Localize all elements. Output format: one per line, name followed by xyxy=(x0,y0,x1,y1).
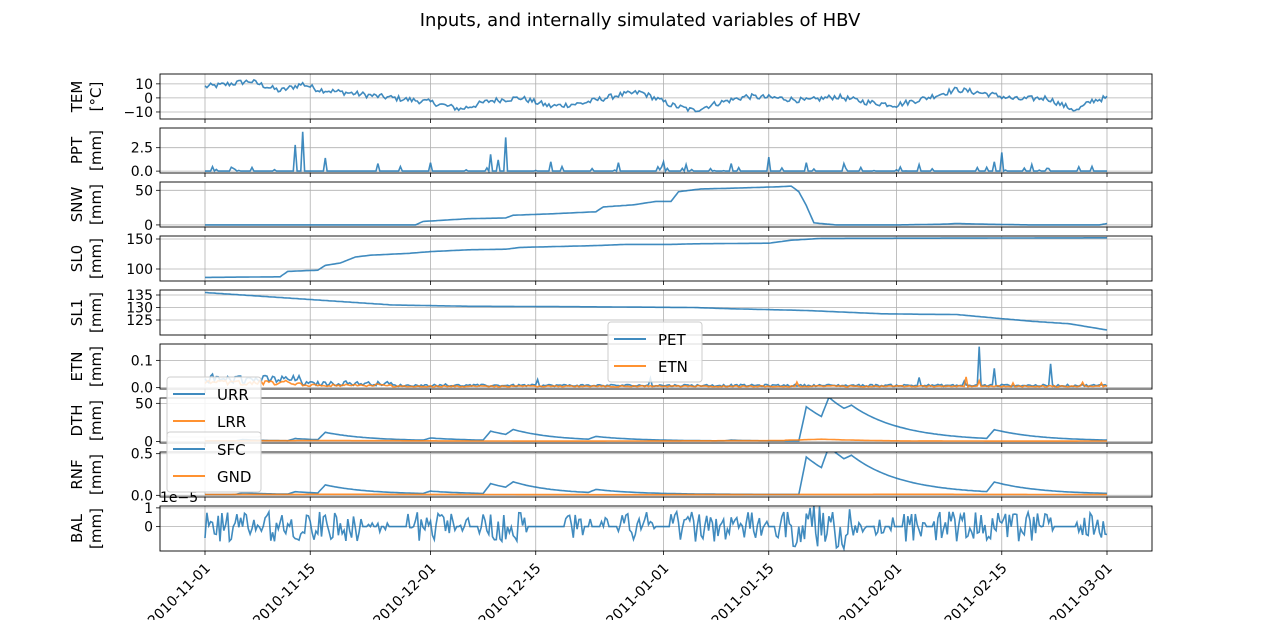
legend-label-sfc: SFC xyxy=(217,441,246,459)
yunit-etn: [mm] xyxy=(87,346,105,387)
series-sfc-line xyxy=(205,452,1108,496)
ylabel-bal: BAL xyxy=(68,513,86,543)
ytick-label-bal-1: 0 xyxy=(144,520,153,536)
yunit-tem: [°C] xyxy=(87,82,105,112)
ylabel-sl1: SL1 xyxy=(68,299,86,326)
ytick-label-tem-0: 10 xyxy=(135,77,153,93)
yunit-bal: [mm] xyxy=(87,508,105,549)
ytick-label-sl0-1: 150 xyxy=(126,232,153,248)
legend-label-etn: ETN xyxy=(658,358,688,376)
panel-rnf: 0.0 0.5 RNF [mm] xyxy=(68,447,1153,504)
series-urr-line xyxy=(205,398,1107,442)
legend-etn: PET ETN xyxy=(607,321,703,383)
legend-label-gnd: GND xyxy=(217,468,251,486)
xtick-label-8: 2011-03-01 xyxy=(1047,561,1116,620)
xtick-label-4: 2011-01-01 xyxy=(603,561,672,620)
panel-frame-sl0 xyxy=(159,235,1153,282)
ytick-label-tem-1: 0 xyxy=(144,91,153,107)
panel-frame-snw xyxy=(159,181,1153,228)
ytick-label-rnf-1: 0.5 xyxy=(131,447,153,463)
xtick-label-3: 2010-12-15 xyxy=(476,561,545,620)
ytick-label-ppt-0: 0.0 xyxy=(131,164,153,180)
ytick-label-dth-1: 50 xyxy=(135,396,153,412)
series-sl0-line xyxy=(205,237,1107,279)
panel-ppt: 0.0 2.5 PPT [mm] xyxy=(68,127,1153,180)
panel-bal: 1 0 BAL [mm] 1e−5 xyxy=(68,490,1153,555)
legend-dth: URR LRR xyxy=(166,376,262,438)
ylabel-etn: ETN xyxy=(68,352,86,382)
panel-frame-bal xyxy=(159,505,1153,552)
panel-frame-dth xyxy=(159,397,1153,444)
ytick-label-sl1-1: 130 xyxy=(126,301,153,317)
ytick-label-sl0-0: 100 xyxy=(126,262,153,278)
series-bal-line xyxy=(204,506,1108,551)
ytick-label-tem-2: −10 xyxy=(123,105,153,121)
panel-frame-tem xyxy=(159,73,1153,120)
series-tem-line xyxy=(204,78,1108,113)
yunit-dth: [mm] xyxy=(87,400,105,441)
offset-text-bal: 1e−5 xyxy=(160,490,198,506)
ylabel-rnf: RNF xyxy=(68,459,86,489)
xtick-label-7: 2011-02-15 xyxy=(942,561,1011,620)
xtick-label-6: 2011-02-01 xyxy=(837,561,906,620)
ytick-label-snw-0: 0 xyxy=(144,218,153,234)
series-lrr-line xyxy=(205,438,1107,442)
panel-tem: 100−10 TEM [°C] xyxy=(68,73,1153,123)
ytick-label-etn-1: 0.1 xyxy=(131,353,153,369)
ylabel-dth: DTH xyxy=(68,405,86,437)
xtick-label-2: 2010-12-01 xyxy=(370,561,439,620)
legend-box-etn xyxy=(607,321,703,383)
ylabel-snw: SNW xyxy=(68,187,86,223)
ylabel-ppt: PPT xyxy=(68,136,86,164)
panel-snw: 0 50 SNW [mm] xyxy=(68,181,1153,234)
ytick-label-sl1-2: 135 xyxy=(126,288,153,304)
panel-frame-rnf xyxy=(159,451,1153,498)
ylabel-sl0: SL0 xyxy=(68,245,86,272)
legend-label-lrr: LRR xyxy=(217,413,246,431)
xtick-label-5: 2011-01-15 xyxy=(709,561,778,620)
ytick-label-sl1-0: 125 xyxy=(126,313,153,329)
ytick-label-bal-0: 1 xyxy=(144,501,153,517)
panel-frame-ppt xyxy=(159,127,1153,174)
yunit-sl1: [mm] xyxy=(87,292,105,333)
ytick-label-ppt-1: 2.5 xyxy=(131,141,153,157)
ytick-label-etn-0: 0.0 xyxy=(131,381,153,397)
series-sl1-line xyxy=(204,291,1108,331)
ytick-label-dth-0: 0 xyxy=(144,434,153,450)
series-etn-line xyxy=(204,376,1108,389)
panel-sl0: 100 150 SL0 [mm] xyxy=(68,232,1153,285)
xtick-label-0: 2010-11-01 xyxy=(145,561,214,620)
xtick-label-1: 2010-11-15 xyxy=(250,561,319,620)
legend-rnf: SFC GND xyxy=(166,431,262,493)
yunit-ppt: [mm] xyxy=(87,130,105,171)
legend-label-pet: PET xyxy=(658,331,687,349)
legend-label-urr: URR xyxy=(217,386,249,404)
series-snw-line xyxy=(205,185,1108,226)
yunit-sl0: [mm] xyxy=(87,238,105,279)
chart-title: Inputs, and internally simulated variabl… xyxy=(420,10,861,31)
series-ppt-line xyxy=(205,131,1107,173)
yunit-rnf: [mm] xyxy=(87,454,105,495)
ytick-label-snw-1: 50 xyxy=(135,183,153,199)
panel-dth: 0 50 DTH [mm] xyxy=(68,396,1153,450)
ylabel-tem: TEM xyxy=(68,81,86,114)
yunit-snw: [mm] xyxy=(87,184,105,225)
ytick-label-rnf-0: 0.0 xyxy=(131,488,153,504)
